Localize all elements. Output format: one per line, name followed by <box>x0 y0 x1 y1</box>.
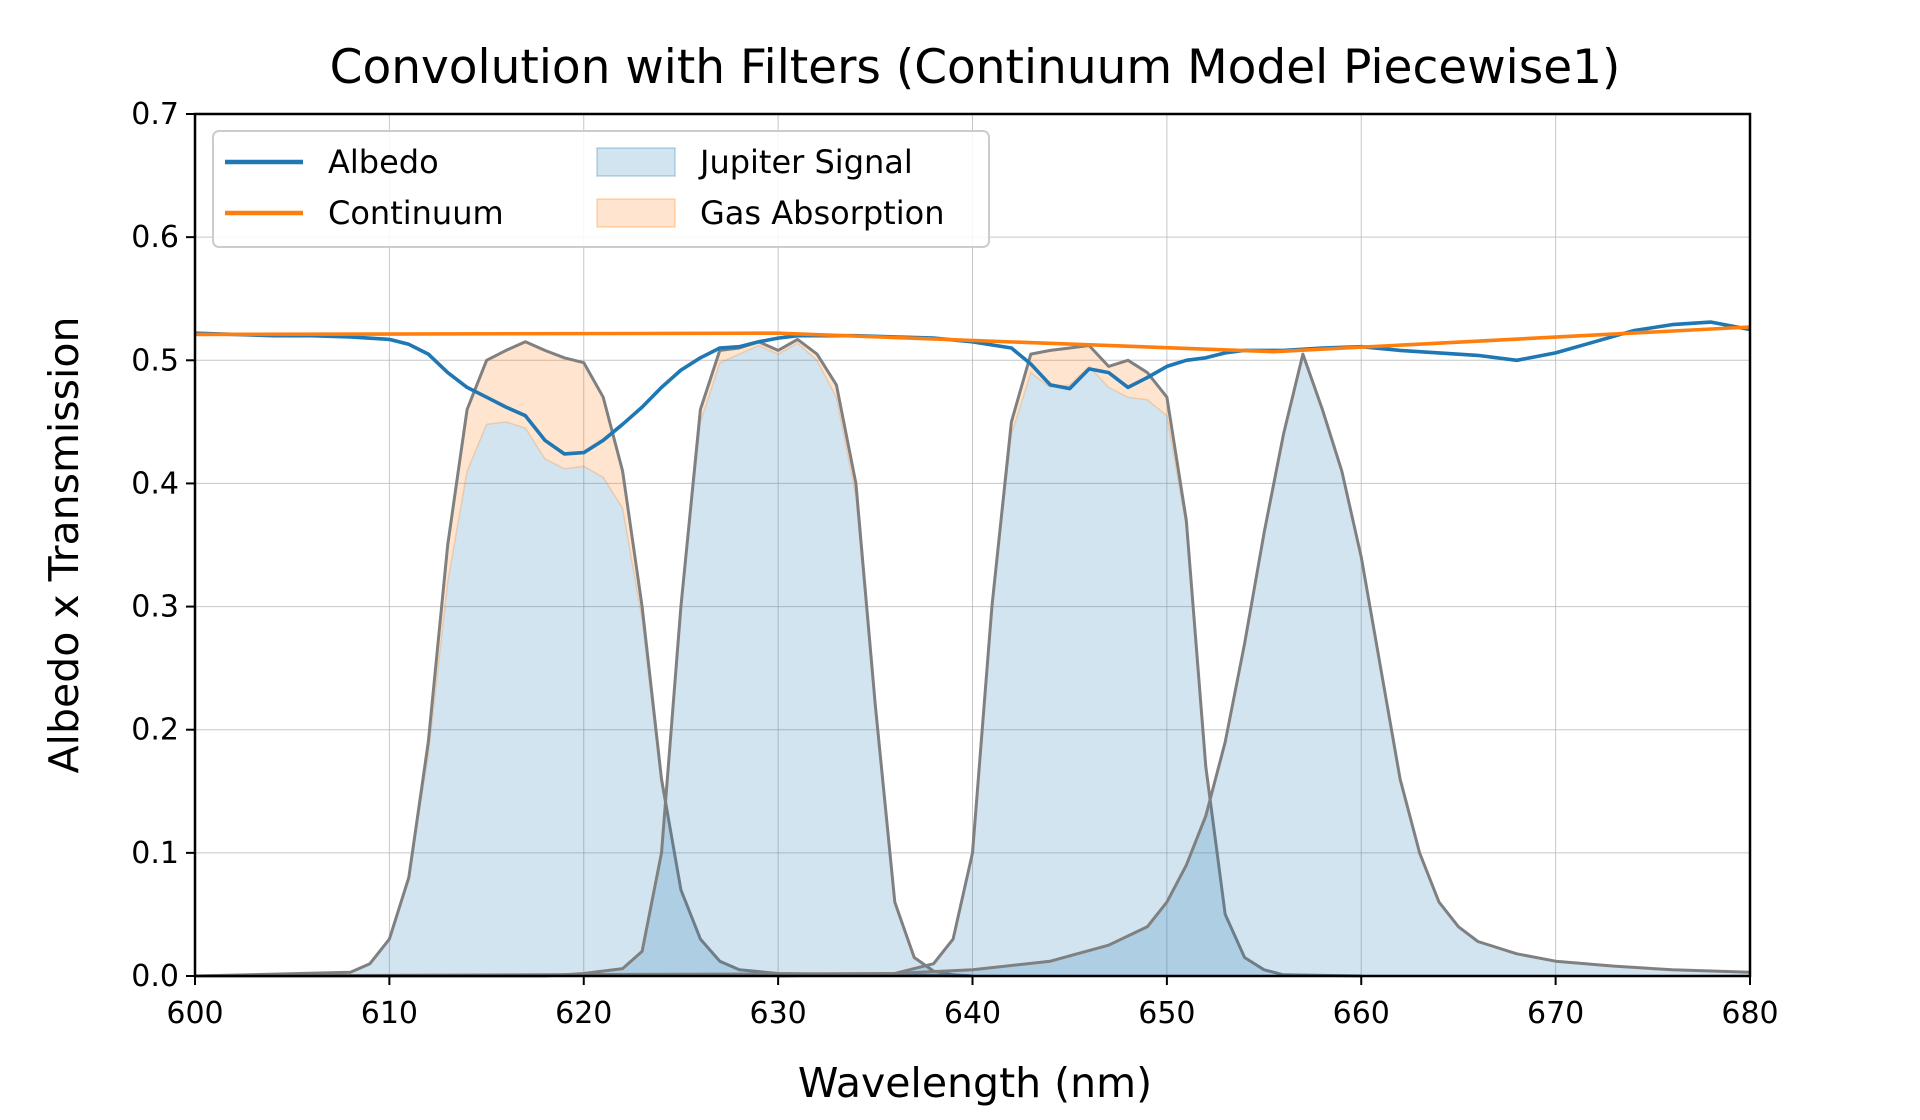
y-tick-label: 0.4 <box>131 466 179 501</box>
y-tick-label: 0.2 <box>131 713 179 748</box>
legend-item: Continuum <box>225 194 504 232</box>
jupiter-signal-area <box>778 366 1362 976</box>
chart-title: Convolution with Filters (Continuum Mode… <box>330 40 1621 95</box>
x-axis: 600 610 620 630 640 650 660 670 680 <box>166 976 1779 1031</box>
y-tick-label: 0.3 <box>131 590 179 625</box>
y-tick-label: 0.6 <box>131 220 179 255</box>
legend: Albedo Continuum Jupiter Signal Gas Absorpt… <box>212 130 990 248</box>
continuum-line <box>194 325 1751 354</box>
x-tick-label: 660 <box>1333 996 1390 1031</box>
jupiter-signal-area <box>195 343 973 976</box>
legend-item: Gas Absorption <box>596 194 944 232</box>
filter-outline <box>778 344 1362 978</box>
x-axis-label: Wavelength (nm) <box>798 1059 1152 1107</box>
legend-label: Jupiter Signal <box>698 143 913 181</box>
x-tick-label: 680 <box>1721 996 1778 1031</box>
y-tick-label: 0.7 <box>131 97 179 132</box>
y-axis: 0.0 0.1 0.2 0.3 0.4 0.5 0.6 0.7 <box>131 97 195 994</box>
legend-box <box>212 130 990 248</box>
x-tick-label: 600 <box>166 996 223 1031</box>
legend-item: Jupiter Signal <box>596 143 913 181</box>
jupiter-signal-area <box>195 354 1750 977</box>
filter-outline <box>194 352 1751 978</box>
x-tick-label: 640 <box>944 996 1001 1031</box>
x-tick-label: 620 <box>555 996 612 1031</box>
legend-label: Albedo <box>328 143 439 181</box>
filter-curves <box>194 337 1751 978</box>
jupiter-signal-area <box>195 421 973 976</box>
x-tick-label: 610 <box>361 996 418 1031</box>
y-tick-label: 0.5 <box>131 343 179 378</box>
legend-swatch <box>596 147 676 177</box>
spectrum-lines <box>194 320 1751 456</box>
filter-outline <box>195 337 973 978</box>
legend-item: Albedo <box>225 143 439 181</box>
y-tick-label: 0.1 <box>131 836 179 871</box>
legend-label: Continuum <box>328 194 504 232</box>
legend-label: Gas Absorption <box>700 194 944 232</box>
legend-swatch <box>596 198 676 228</box>
x-tick-label: 670 <box>1527 996 1584 1031</box>
y-tick-label: 0.0 <box>131 959 179 994</box>
y-axis-label: Albedo x Transmission <box>40 317 88 774</box>
x-tick-label: 650 <box>1138 996 1195 1031</box>
filter-outline <box>194 340 973 978</box>
x-tick-label: 630 <box>749 996 806 1031</box>
